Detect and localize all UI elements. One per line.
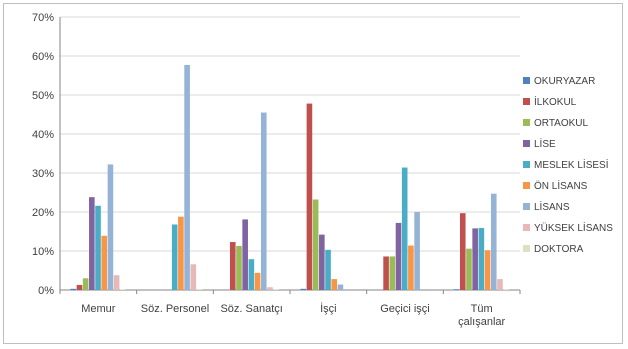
- bar: [459, 213, 466, 290]
- bar: [408, 245, 414, 290]
- bar: [76, 284, 83, 290]
- legend-label: ORTAOKUL: [534, 118, 589, 129]
- legend-swatch: [523, 119, 530, 126]
- bar: [236, 245, 242, 290]
- x-category-label: Memur: [81, 303, 116, 315]
- bar: [389, 256, 396, 290]
- legend-swatch: [523, 98, 530, 105]
- x-category-label: Söz. Sanatçı: [220, 303, 282, 315]
- legend-label: DOKTORA: [534, 244, 584, 255]
- bar: [306, 103, 313, 290]
- bar: [254, 272, 261, 290]
- bar: [497, 279, 503, 290]
- bar: [89, 197, 95, 290]
- bar: [453, 289, 460, 290]
- bar: [300, 288, 307, 290]
- bar: [248, 259, 255, 290]
- legend-swatch: [523, 245, 530, 252]
- bar: [312, 199, 319, 290]
- bar: [319, 234, 325, 290]
- bar: [414, 212, 420, 290]
- y-tick-label: 50%: [32, 90, 54, 102]
- bar: [107, 164, 114, 290]
- legend-label: OKURYAZAR: [534, 76, 595, 87]
- bar: [337, 284, 344, 290]
- legend-label: LİSE: [534, 137, 556, 150]
- bar: [242, 219, 248, 290]
- y-tick-label: 30%: [32, 168, 54, 180]
- y-tick-label: 0%: [38, 285, 54, 297]
- y-tick-label: 70%: [32, 12, 54, 24]
- bar: [184, 64, 190, 290]
- bar: [331, 279, 338, 290]
- y-tick-label: 40%: [32, 129, 54, 141]
- x-category-label: Söz. Personel: [141, 303, 209, 315]
- bar: [101, 235, 108, 290]
- bar: [82, 278, 89, 290]
- legend-swatch: [523, 203, 530, 210]
- legend-label: İLKOKUL: [534, 95, 577, 108]
- y-tick-label: 20%: [32, 207, 54, 219]
- legend-label: ÖN LİSANS: [534, 179, 588, 192]
- legend-swatch: [523, 182, 530, 189]
- bar: [113, 275, 120, 290]
- bar: [401, 167, 408, 290]
- legend-swatch: [523, 140, 530, 147]
- x-category-label: İşçi: [320, 302, 337, 315]
- bar: [95, 205, 101, 290]
- bar: [490, 193, 497, 290]
- bar: [478, 227, 485, 290]
- x-category-label: Tüm: [471, 303, 493, 315]
- legend-swatch: [523, 224, 530, 231]
- bar: [70, 288, 77, 290]
- bar: [120, 289, 126, 290]
- bar: [267, 287, 273, 290]
- bar: [178, 216, 184, 290]
- y-tick-label: 10%: [32, 246, 54, 258]
- legend-label: LİSANS: [534, 200, 570, 213]
- legend-swatch: [523, 161, 530, 168]
- legend-label: MESLEK LİSESİ: [534, 158, 608, 171]
- bar: [260, 112, 267, 290]
- bar: [171, 224, 178, 290]
- bar: [472, 228, 478, 290]
- bar: [190, 264, 197, 290]
- bar: [466, 248, 472, 290]
- legend-label: YÜKSEK LİSANS: [534, 221, 613, 234]
- x-category-label: Geçici işçi: [380, 303, 430, 315]
- x-category-label: çalışanlar: [458, 316, 505, 328]
- bar: [383, 256, 389, 290]
- bar: [325, 249, 331, 290]
- y-tick-label: 60%: [32, 51, 54, 63]
- bar: [484, 250, 491, 290]
- legend-swatch: [523, 77, 530, 84]
- bar: [395, 222, 402, 290]
- bar: [229, 242, 236, 290]
